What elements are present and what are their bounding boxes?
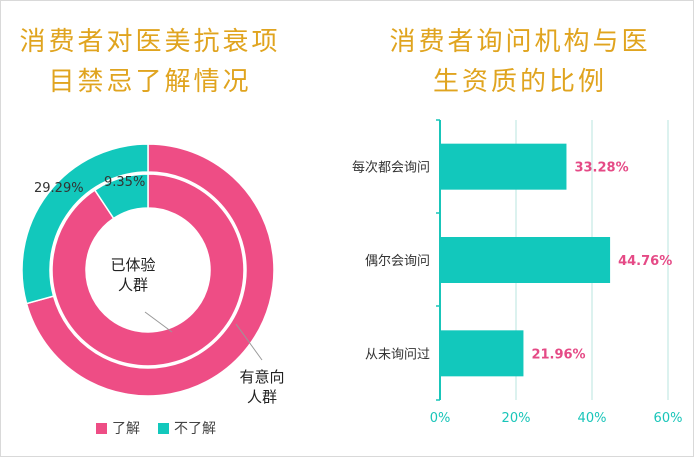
bar-category-label-0: 每次都会询问: [352, 160, 430, 176]
donut-label-outer-unaware: 29.29%: [34, 181, 84, 196]
legend-label-aware: 了解: [112, 421, 140, 437]
legend-swatch-unaware: [158, 422, 169, 434]
bar-title-line-2: 生资质的比例: [432, 67, 607, 97]
leader-line-intended: [235, 323, 263, 361]
bar-tick-label-3: 60%: [654, 411, 683, 426]
donut-slice-ring1-aware: [25, 143, 275, 397]
leader-line-experienced: [144, 311, 173, 333]
bar-value-label-1: 44.76%: [618, 254, 672, 269]
bar-tick-label-1: 20%: [502, 411, 531, 426]
bar-chart: 0% 20% 40% 60% 每次都会询问 33.28% 偶尔会询问 44.76% 从未询问过 2…: [352, 119, 683, 426]
bar-2: [440, 330, 524, 377]
donut-title-line-2: 目禁忌了解情况: [48, 67, 252, 97]
bar-value-label-2: 21.96%: [531, 347, 585, 362]
bar-tick-label-2: 40%: [578, 411, 607, 426]
bar-0: [440, 143, 567, 190]
bar-1: [440, 237, 611, 283]
donut-slice-ring2-aware: [51, 173, 245, 367]
legend-item-aware: 了解: [96, 418, 140, 438]
donut-label-inner-unaware: 9.35%: [104, 175, 145, 190]
donut-slice-ring2-unaware: [93, 173, 149, 220]
donut-legend: 了解 不了解: [96, 418, 216, 438]
donut-title-line-1: 消费者对医美抗衰项: [19, 27, 281, 57]
bar-category-label-2: 从未询问过: [365, 347, 430, 362]
legend-item-unaware: 不了解: [158, 418, 216, 438]
legend-label-unaware: 不了解: [174, 421, 216, 437]
bar-chart-title: 消费者询问机构与医 生资质的比例: [360, 22, 680, 102]
legend-swatch-aware: [96, 422, 107, 434]
bar-value-label-0: 33.28%: [574, 161, 628, 176]
bar-category-label-1: 偶尔会询问: [365, 254, 430, 269]
bar-tick-label-0: 0%: [430, 411, 451, 426]
bar-title-line-1: 消费者询问机构与医: [389, 27, 651, 57]
donut-slice-ring1-unaware: [21, 143, 149, 305]
annotation-experienced-group: 已体验人群: [110, 256, 155, 294]
annotation-intended-group: 有意向人群: [239, 368, 284, 406]
donut-chart-title: 消费者对医美抗衰项 目禁忌了解情况: [0, 22, 300, 102]
